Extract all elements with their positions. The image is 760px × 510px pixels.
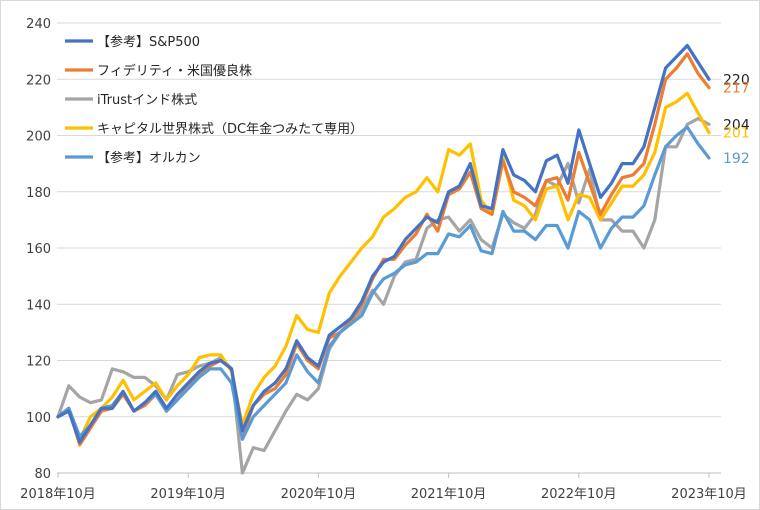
y-tick-label: 200 (26, 130, 51, 145)
x-tick-label: 2023年10月 (671, 487, 747, 502)
y-tick-label: 220 (26, 73, 51, 88)
x-tick-label: 2018年10月 (20, 487, 96, 502)
series-end-label: 192 (723, 151, 750, 167)
y-tick-label: 160 (26, 242, 51, 257)
legend: 【参考】S&P500 フィデリティ・米国優良株 iTrustインド株式キャピタル世界… (65, 34, 363, 166)
y-tick-label: 180 (26, 186, 51, 201)
series-line (56, 125, 711, 441)
x-tick-label: 2022年10月 (541, 487, 617, 502)
y-tick-label: 140 (26, 298, 51, 313)
y-tick-label: 80 (34, 467, 51, 482)
legend-label: 【参考】S&P500 (97, 34, 200, 50)
series-end-label: 204 (723, 117, 750, 133)
legend-label: フィデリティ・米国優良株 (97, 63, 252, 79)
series-line (56, 91, 711, 441)
series-line (56, 43, 711, 444)
x-tick-label: 2020年10月 (281, 487, 357, 502)
legend-label: iTrustインド株式 (97, 93, 197, 108)
legend-label: 【参考】オルカン (97, 150, 201, 166)
y-tick-label: 120 (26, 355, 51, 370)
y-tick-label: 240 (26, 17, 51, 32)
series-line (56, 116, 711, 475)
series-lines (56, 43, 711, 475)
series-end-label: 217 (723, 81, 750, 97)
x-tick-label: 2019年10月 (150, 487, 226, 502)
axes: 80 100 120 140 160 180 200 220 240 2018年10月 2019年1… (20, 17, 747, 502)
series-end-label: 220 (723, 72, 750, 88)
y-tick-label: 100 (26, 411, 51, 426)
series-end-label: 201 (723, 126, 750, 142)
x-tick-label: 2021年10月 (411, 487, 487, 502)
gridlines (57, 22, 721, 474)
legend-label: キャピタル世界株式（DC年金つみたて専用） (97, 121, 363, 137)
